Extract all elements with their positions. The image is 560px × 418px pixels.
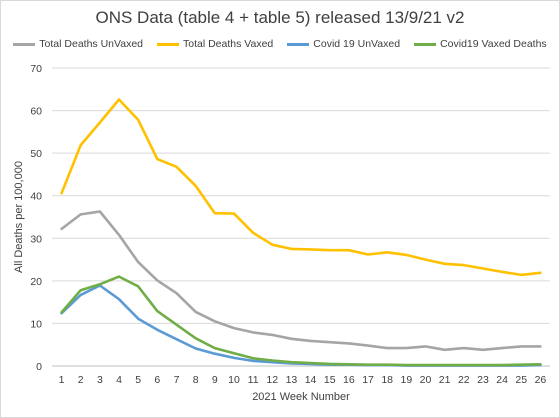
y-tick-label: 30	[30, 233, 42, 245]
series-line	[60, 98, 542, 277]
x-tick-label: 11	[248, 374, 259, 386]
legend-label: Total Deaths Vaxed	[183, 38, 274, 50]
legend-label: Total Deaths UnVaxed	[39, 38, 143, 50]
x-tick-label: 13	[286, 374, 298, 386]
y-tick-label: 70	[30, 63, 42, 75]
x-tick-label: 1	[59, 374, 65, 386]
legend-item: Total Deaths Vaxed	[157, 38, 273, 50]
chart-title: ONS Data (table 4 + table 5) released 13…	[95, 8, 465, 27]
legend-swatch	[13, 42, 36, 46]
y-axis-label: All Deaths per 100,000	[13, 161, 25, 273]
x-tick-label: 19	[401, 374, 413, 386]
x-tick-label: 20	[420, 374, 432, 386]
legend-swatch	[287, 42, 310, 46]
y-tick-label: 20	[30, 276, 42, 288]
x-tick-label: 18	[381, 374, 393, 386]
x-axis-ticks: 1 2 3 4 5 6 7 8 9 10 11 12 13 14 15 16 17 18 19 20 21 22 23 24 2…	[59, 374, 547, 386]
y-tick-label: 0	[36, 361, 42, 373]
legend-swatch	[414, 42, 437, 46]
x-tick-label: 10	[228, 374, 240, 386]
x-tick-label: 17	[362, 374, 374, 386]
x-tick-label: 3	[97, 374, 103, 386]
series-line	[60, 284, 542, 367]
x-axis-label: 2021 Week Number	[252, 391, 350, 403]
x-tick-label: 9	[212, 374, 218, 386]
x-tick-label: 5	[135, 374, 141, 386]
legend-item: Covid 19 UnVaxed	[287, 38, 400, 50]
y-tick-label: 60	[30, 106, 42, 118]
x-tick-label: 16	[343, 374, 355, 386]
y-tick-label: 10	[30, 318, 42, 330]
series-line	[60, 210, 542, 352]
x-tick-label: 12	[266, 374, 278, 386]
y-tick-label: 40	[30, 191, 42, 203]
legend-swatch	[157, 42, 179, 46]
x-tick-label: 14	[305, 374, 317, 386]
x-tick-label: 2	[78, 374, 84, 386]
legend-item: Covid19 Vaxed Deaths	[414, 38, 547, 50]
x-tick-label: 6	[154, 374, 160, 386]
series-line	[60, 275, 542, 367]
gridlines	[52, 67, 550, 367]
series-lines	[60, 98, 542, 367]
x-tick-label: 7	[174, 374, 180, 386]
x-tick-label: 15	[324, 374, 336, 386]
x-tick-label: 21	[439, 374, 451, 386]
x-tick-label: 4	[116, 374, 122, 386]
y-axis-ticks: 0 10 20 30 40 50 60 70	[30, 63, 42, 373]
x-tick-label: 22	[458, 374, 470, 386]
x-tick-label: 26	[535, 374, 547, 386]
x-tick-label: 23	[477, 374, 489, 386]
legend-label: Covid19 Vaxed Deaths	[440, 38, 547, 50]
x-tick-label: 8	[193, 374, 199, 386]
x-tick-label: 25	[515, 374, 527, 386]
legend-label: Covid 19 UnVaxed	[313, 38, 401, 50]
chart-legend: Total Deaths UnVaxed Total Deaths Vaxed …	[0, 38, 560, 50]
y-tick-label: 50	[30, 148, 42, 160]
x-tick-label: 24	[496, 374, 508, 386]
legend-item: Total Deaths UnVaxed	[13, 38, 143, 50]
